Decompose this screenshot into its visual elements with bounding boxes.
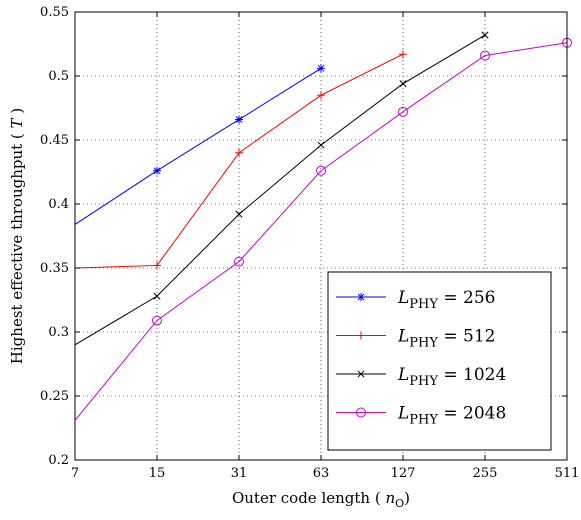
data-point-marker bbox=[317, 64, 325, 73]
series-lines bbox=[74, 31, 572, 421]
legend-label-subscript: PHY bbox=[409, 374, 438, 389]
data-point-marker bbox=[398, 106, 408, 117]
legend-marker-stroke bbox=[357, 293, 365, 301]
x-axis-label-text: Outer code length ( bbox=[232, 489, 386, 507]
x-axis-label-symbol: n bbox=[385, 489, 395, 507]
x-tick-label: 63 bbox=[313, 466, 330, 481]
data-point-marker bbox=[152, 315, 162, 326]
data-point-marker bbox=[399, 80, 407, 88]
series-2 bbox=[74, 31, 489, 346]
legend-marker-stroke bbox=[357, 370, 365, 378]
legend-label: LPHY = 256 bbox=[397, 288, 495, 312]
data-point-marker bbox=[317, 141, 325, 149]
series-line bbox=[74, 34, 486, 346]
x-tick-label: 15 bbox=[149, 466, 166, 481]
data-point-marker-stroke bbox=[481, 31, 489, 39]
x-tick-label: 31 bbox=[231, 466, 248, 481]
legend-label-value: = 256 bbox=[438, 288, 496, 308]
data-point-marker bbox=[399, 50, 407, 59]
data-point-marker-stroke bbox=[317, 64, 325, 72]
data-point-marker-ring bbox=[480, 50, 490, 61]
data-point-marker-ring bbox=[234, 256, 244, 267]
data-point-marker bbox=[235, 115, 243, 124]
x-tick-label: 255 bbox=[473, 466, 498, 481]
data-point-marker-ring bbox=[398, 106, 408, 117]
data-point-marker bbox=[316, 165, 326, 176]
legend-label: LPHY = 1024 bbox=[397, 365, 506, 389]
data-point-marker-stroke bbox=[235, 116, 243, 123]
x-tick-label: 511 bbox=[555, 466, 580, 481]
legend-entry: LPHY = 256 bbox=[336, 288, 495, 312]
x-tick-label: 7 bbox=[71, 466, 79, 481]
data-point-marker-stroke bbox=[399, 80, 407, 88]
y-axis-label-text: Highest effective throughput ( bbox=[8, 128, 26, 364]
legend-label-main: L bbox=[397, 365, 409, 385]
grid-lines bbox=[75, 12, 567, 460]
data-point-marker bbox=[317, 91, 325, 100]
y-tick-label: 0.5 bbox=[48, 69, 69, 84]
data-point-marker-stroke bbox=[235, 210, 243, 218]
axis-ticks: 7 15 31 63 127 255 511 0.2 0.25 0.3 0.35 0.4 0.45 0.5… bbox=[40, 5, 579, 481]
legend-entry: LPHY = 512 bbox=[336, 327, 495, 351]
series-0 bbox=[74, 64, 325, 225]
y-tick-label: 0.25 bbox=[40, 389, 69, 404]
y-tick-label: 0.45 bbox=[40, 133, 69, 148]
legend-label-subscript: PHY bbox=[409, 336, 438, 351]
data-point-marker bbox=[480, 50, 490, 61]
legend-label-main: L bbox=[397, 288, 409, 308]
x-axis-label-subscript: O bbox=[395, 497, 404, 510]
legend-box bbox=[327, 271, 552, 451]
data-point-marker bbox=[235, 148, 243, 157]
data-point-marker-stroke bbox=[153, 167, 161, 175]
legend-label: LPHY = 512 bbox=[397, 327, 495, 351]
legend-marker-ring bbox=[356, 407, 366, 418]
series-line bbox=[74, 53, 404, 269]
legend-label-value: = 1024 bbox=[438, 365, 506, 385]
y-axis-label: Highest effective throughput ( T ) bbox=[8, 108, 26, 364]
legend-entry: LPHY = 1024 bbox=[336, 365, 506, 389]
legend-label-main: L bbox=[397, 404, 409, 424]
legend-label-subscript: PHY bbox=[409, 297, 438, 312]
legend-label-subscript: PHY bbox=[409, 413, 438, 428]
y-tick-label: 0.55 bbox=[40, 5, 69, 20]
y-axis-label-close: ) bbox=[8, 108, 26, 119]
data-point-marker bbox=[234, 256, 244, 267]
series-3 bbox=[74, 37, 572, 421]
x-tick-label: 127 bbox=[391, 466, 416, 481]
legend-marker bbox=[357, 331, 365, 340]
data-point-marker-ring bbox=[152, 315, 162, 326]
series-line bbox=[74, 67, 322, 225]
series-line bbox=[74, 42, 568, 421]
y-tick-label: 0.2 bbox=[48, 453, 69, 468]
data-point-marker-stroke bbox=[317, 141, 325, 149]
data-point-marker bbox=[153, 261, 161, 270]
legend-label: LPHY = 2048 bbox=[397, 404, 506, 428]
x-axis-label-close: ) bbox=[404, 489, 410, 507]
y-axis-label-symbol: T bbox=[8, 117, 26, 128]
legend-label-value: = 2048 bbox=[438, 404, 506, 424]
data-point-marker bbox=[153, 292, 161, 300]
data-point-marker-stroke bbox=[153, 292, 161, 300]
legend-marker bbox=[357, 370, 365, 378]
series-1 bbox=[74, 50, 407, 270]
data-point-marker bbox=[153, 166, 161, 175]
legend-marker bbox=[357, 293, 365, 301]
x-axis-label: Outer code length ( nO) bbox=[232, 489, 410, 510]
legend-label-main: L bbox=[397, 327, 409, 347]
data-point-marker-ring bbox=[316, 165, 326, 176]
y-tick-label: 0.35 bbox=[40, 261, 69, 276]
legend-marker bbox=[356, 407, 366, 418]
legend-label-value: = 512 bbox=[438, 327, 496, 347]
y-tick-label: 0.3 bbox=[48, 325, 69, 340]
y-tick-label: 0.4 bbox=[48, 197, 69, 212]
data-point-marker bbox=[235, 210, 243, 218]
data-point-marker bbox=[481, 31, 489, 39]
legend-entry: LPHY = 2048 bbox=[336, 404, 506, 428]
